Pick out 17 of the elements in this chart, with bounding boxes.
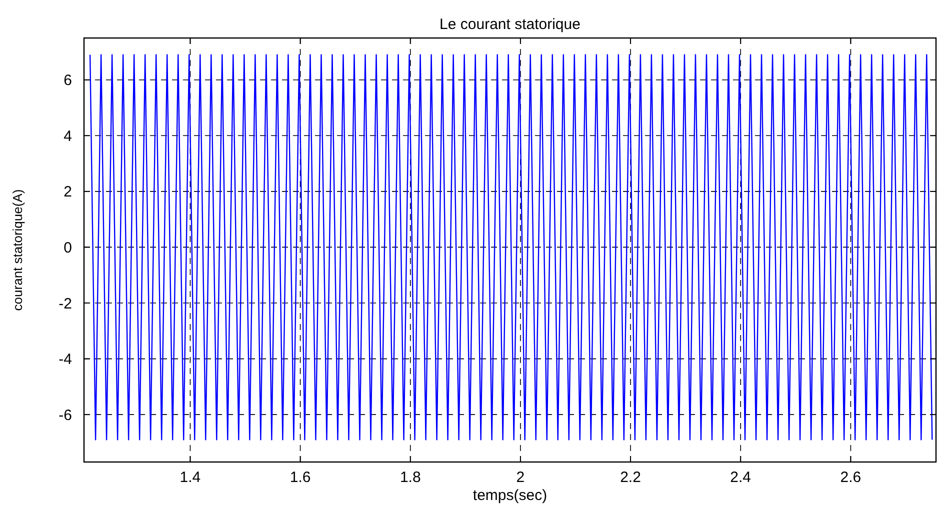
y-tick-label: -2 — [58, 295, 72, 312]
y-tick-label: 0 — [64, 239, 72, 256]
y-axis-title: courant statorique(A) — [10, 189, 25, 311]
y-tick-label: 6 — [64, 72, 72, 90]
x-tick-label: 1.8 — [400, 469, 421, 486]
x-tick-label: 1.6 — [290, 469, 311, 486]
chart-title: Le courant statorique — [440, 16, 580, 33]
y-tick-label: -6 — [58, 406, 72, 424]
y-tick-label: 4 — [64, 128, 72, 145]
x-tick-label: 2.4 — [730, 469, 752, 486]
y-tick-label: 2 — [64, 184, 72, 201]
x-tick-label: 2 — [516, 469, 525, 486]
y-tick-label: -4 — [58, 351, 72, 368]
x-tick-label: 2.2 — [620, 469, 641, 486]
x-tick-label: 1.4 — [180, 469, 201, 486]
x-axis-title: temps(sec) — [472, 487, 548, 504]
x-tick-label: 2.6 — [840, 469, 862, 486]
